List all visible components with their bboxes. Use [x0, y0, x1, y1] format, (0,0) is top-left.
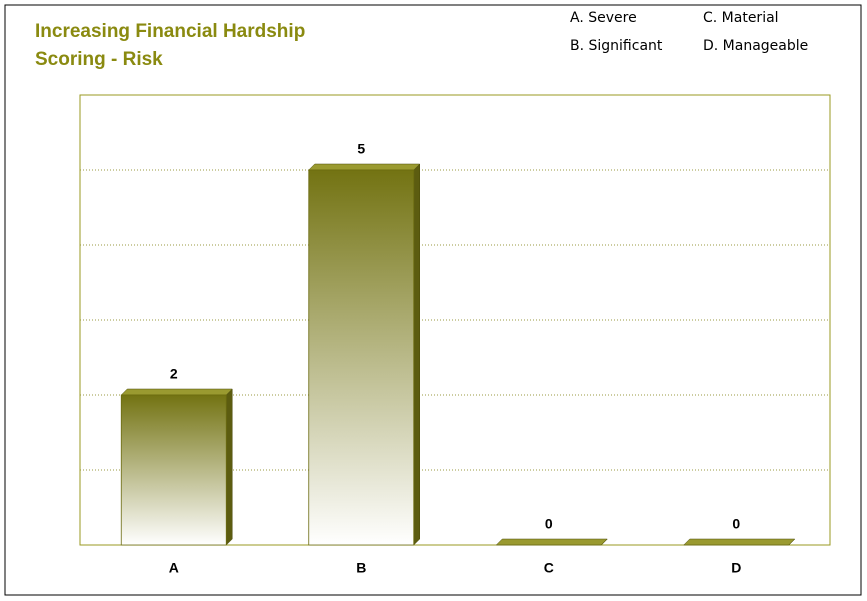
x-tick-label: D [731, 560, 741, 576]
chart-title: Increasing Financial Hardship Scoring - … [35, 21, 306, 70]
bar [683, 538, 796, 546]
data-label: 0 [545, 516, 553, 532]
legend-note: D. Manageable [703, 38, 809, 54]
legend-note: B. Significant [570, 38, 663, 54]
legend-note: C. Material [703, 10, 779, 26]
x-tick-label: A [169, 560, 179, 576]
bar [308, 163, 421, 546]
data-label: 2 [170, 366, 178, 382]
bar [120, 388, 233, 546]
data-label: 5 [357, 141, 365, 157]
bar [495, 538, 608, 546]
x-tick-label: B [356, 560, 366, 576]
x-tick-label: C [544, 560, 554, 576]
data-label: 0 [732, 516, 740, 532]
legend-note: A. Severe [570, 10, 637, 26]
